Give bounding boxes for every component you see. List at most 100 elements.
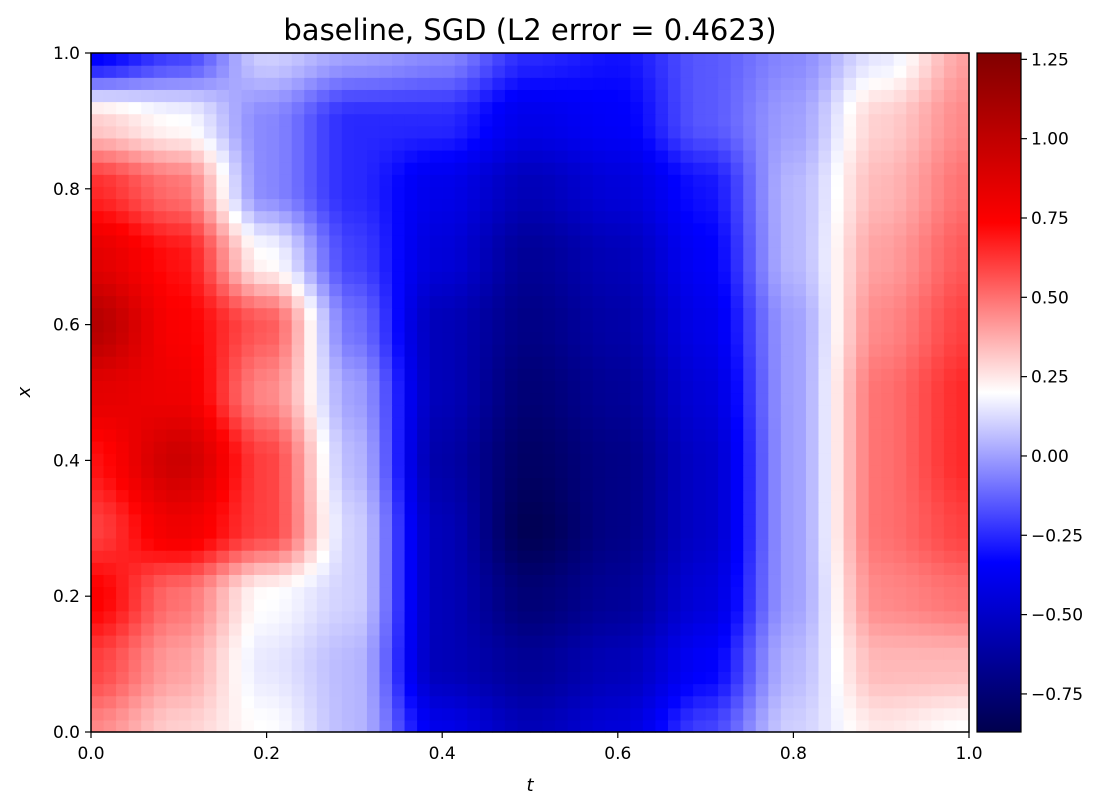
heatmap-cell xyxy=(504,671,519,685)
heatmap-cell xyxy=(592,368,606,381)
heatmap-cell xyxy=(680,719,694,733)
heatmap-cell xyxy=(166,659,180,672)
heatmap-cell xyxy=(630,77,644,90)
heatmap-cell xyxy=(856,77,870,90)
heatmap-cell xyxy=(241,295,255,309)
heatmap-cell xyxy=(605,525,619,539)
heatmap-cell xyxy=(341,719,355,733)
heatmap-cell xyxy=(279,137,293,151)
heatmap-cell xyxy=(793,77,807,90)
heatmap-cell xyxy=(831,598,845,612)
heatmap-cell xyxy=(667,101,682,115)
heatmap-cell xyxy=(103,198,117,212)
heatmap-cell xyxy=(680,198,694,212)
heatmap-cell xyxy=(504,198,519,212)
heatmap-cell xyxy=(379,259,393,272)
heatmap-cell xyxy=(943,65,958,78)
heatmap-cell xyxy=(856,356,870,369)
heatmap-cell xyxy=(805,210,820,224)
heatmap-cell xyxy=(580,610,594,624)
heatmap-cell xyxy=(730,186,744,200)
heatmap-cell xyxy=(429,622,443,636)
heatmap-cell xyxy=(755,719,769,733)
heatmap-cell xyxy=(191,586,205,600)
heatmap-cell xyxy=(467,465,481,478)
heatmap-cell xyxy=(642,441,657,454)
heatmap-cell xyxy=(329,210,343,224)
heatmap-cell xyxy=(856,574,870,588)
heatmap-cell xyxy=(153,259,167,272)
heatmap-cell xyxy=(592,598,606,612)
heatmap-cell xyxy=(467,125,481,139)
heatmap-cell xyxy=(266,416,280,430)
heatmap-cell xyxy=(555,550,569,563)
heatmap-cell xyxy=(667,586,682,600)
heatmap-cell xyxy=(743,707,757,721)
heatmap-cell xyxy=(906,137,920,151)
heatmap-cell xyxy=(856,331,870,345)
heatmap-cell xyxy=(906,683,920,697)
heatmap-cell xyxy=(254,562,268,575)
heatmap-cell xyxy=(429,283,443,297)
heatmap-cell xyxy=(956,550,970,563)
heatmap-cell xyxy=(392,113,406,127)
heatmap-cell xyxy=(228,647,243,660)
heatmap-cell xyxy=(266,574,280,588)
heatmap-cell xyxy=(91,441,105,454)
heatmap-cell xyxy=(254,344,268,357)
heatmap-cell xyxy=(542,695,556,709)
heatmap-cell xyxy=(718,174,732,187)
heatmap-cell xyxy=(943,137,958,151)
heatmap-cell xyxy=(730,271,744,284)
heatmap-cell xyxy=(266,319,280,333)
heatmap-cell xyxy=(429,392,443,406)
heatmap-cell xyxy=(128,707,142,721)
heatmap-cell xyxy=(454,622,468,636)
heatmap-cell xyxy=(705,150,719,163)
heatmap-cell xyxy=(341,610,355,624)
heatmap-cell xyxy=(178,89,192,103)
heatmap-cell xyxy=(868,404,882,418)
heatmap-cell xyxy=(567,113,581,127)
heatmap-cell xyxy=(793,525,807,539)
heatmap-cell xyxy=(304,622,318,636)
heatmap-cell xyxy=(116,65,130,78)
heatmap-cell xyxy=(178,404,192,418)
heatmap-cell xyxy=(392,331,406,345)
heatmap-cell xyxy=(780,622,794,636)
heatmap-cell xyxy=(329,113,343,127)
heatmap-cell xyxy=(555,501,569,515)
heatmap-cell xyxy=(191,719,205,733)
heatmap-cell xyxy=(203,77,218,90)
heatmap-cell xyxy=(642,695,657,709)
heatmap-cell xyxy=(667,198,682,212)
heatmap-cell xyxy=(768,695,782,709)
heatmap-cell xyxy=(881,319,895,333)
heatmap-cell xyxy=(429,89,443,103)
heatmap-cell xyxy=(454,574,468,588)
heatmap-cell xyxy=(617,77,631,90)
heatmap-cell xyxy=(91,295,105,309)
heatmap-cell xyxy=(617,150,631,163)
heatmap-cell xyxy=(128,441,142,454)
heatmap-cell xyxy=(304,77,318,90)
heatmap-cell xyxy=(366,210,381,224)
heatmap-cell xyxy=(517,598,531,612)
heatmap-cell xyxy=(780,489,794,503)
heatmap-cell xyxy=(617,586,631,600)
heatmap-cell xyxy=(442,186,456,200)
heatmap-cell xyxy=(743,441,757,454)
heatmap-cell xyxy=(567,610,581,624)
heatmap-cell xyxy=(354,404,368,418)
heatmap-cell xyxy=(893,441,907,454)
heatmap-cell xyxy=(241,53,255,66)
heatmap-cell xyxy=(567,125,581,139)
heatmap-cell xyxy=(530,101,544,115)
heatmap-cell xyxy=(404,210,418,224)
heatmap-cell xyxy=(241,89,255,103)
heatmap-cell xyxy=(881,695,895,709)
heatmap-cell xyxy=(542,137,556,151)
heatmap-cell xyxy=(580,683,594,697)
heatmap-cell xyxy=(918,622,932,636)
heatmap-cell xyxy=(567,331,581,345)
